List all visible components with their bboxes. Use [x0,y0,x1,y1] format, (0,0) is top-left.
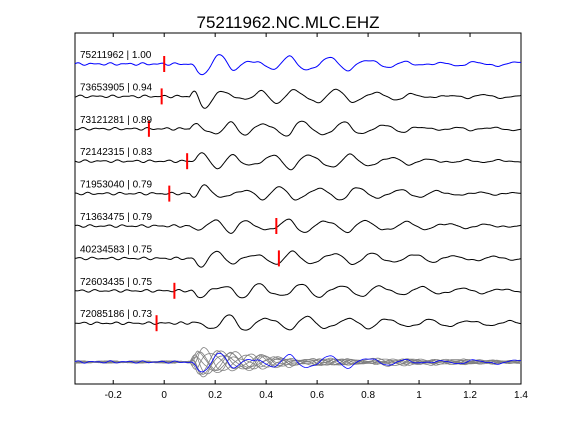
trace-label: 72603435 | 0.75 [80,277,153,288]
trace-label: 73121281 | 0.89 [80,115,153,126]
waveform-traces: 75211962 | 1.00 73653905 | 0.94 73121281 |… [74,50,522,332]
reference-waveform [74,54,522,76]
trace-4: 72142315 | 0.83 [74,147,522,171]
trace-2: 73653905 | 0.94 [74,82,522,109]
trace-3: 73121281 | 0.89 [74,115,522,137]
waveform-line [75,283,522,299]
trace-8: 72603435 | 0.75 [75,277,522,299]
trace-5: 71953040 | 0.79 [74,180,522,202]
waveform-line [74,152,522,171]
x-tick-label: 1.4 [514,390,528,401]
waveform-line [74,88,522,109]
trace-label: 72085186 | 0.73 [80,309,153,320]
waveform-line [74,250,522,268]
x-tick-label: 0.4 [259,390,273,401]
trace-label: 72142315 | 0.83 [80,147,153,158]
x-tick-label: 1 [416,390,422,401]
waveform-line [74,184,522,201]
x-tick-label: 0.2 [208,390,222,401]
trace-label: 73653905 | 0.94 [80,82,153,93]
trace-label: 75211962 | 1.00 [80,50,152,61]
stacked-overlay [74,347,522,378]
waveform-line [74,314,522,331]
trace-label: 71363475 | 0.79 [80,212,153,223]
waveform-line [74,218,522,234]
trace-7: 40234583 | 0.75 [74,244,522,268]
x-axis: -0.2 0 0.2 0.4 0.6 0.8 1 1.2 1.4 [105,33,528,401]
trace-9: 72085186 | 0.73 [74,309,522,332]
stack-overlay-line [74,351,522,372]
x-tick-label: -0.2 [105,390,123,401]
trace-label: 71953040 | 0.79 [80,180,153,191]
trace-1: 75211962 | 1.00 [74,50,522,76]
trace-label: 40234583 | 0.75 [80,244,153,255]
chart-title: 75211962.NC.MLC.EHZ [197,13,380,32]
x-tick-label: 0 [161,390,167,401]
trace-6: 71363475 | 0.79 [74,212,522,234]
x-tick-label: 0.8 [361,390,375,401]
x-tick-label: 0.6 [310,390,324,401]
stack-reference-line [74,352,522,373]
x-tick-label: 1.2 [463,390,477,401]
